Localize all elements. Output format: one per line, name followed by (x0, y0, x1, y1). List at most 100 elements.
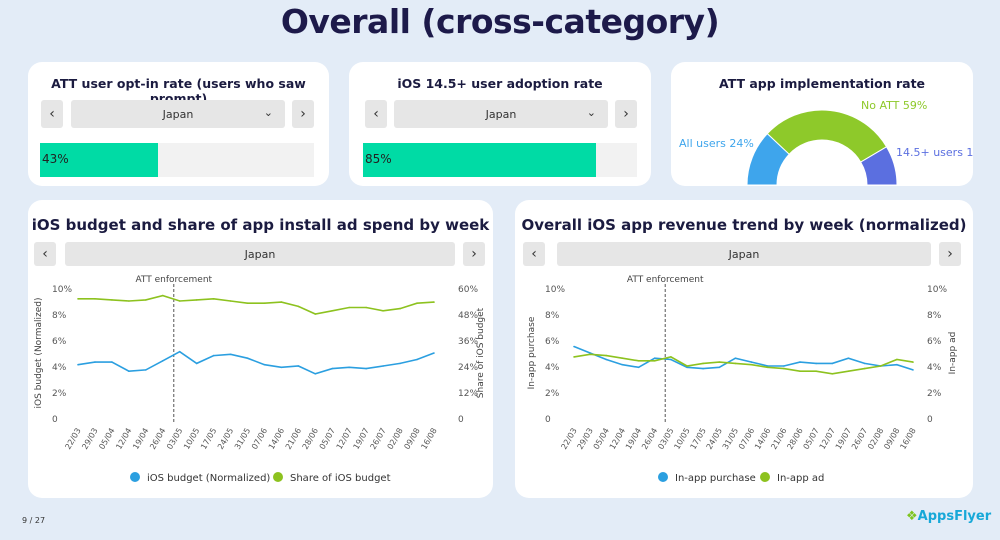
y-tick-right: 60% (458, 285, 478, 295)
series-point (815, 370, 817, 372)
series-point (653, 360, 656, 362)
series-point (750, 363, 753, 366)
series-point (416, 302, 418, 304)
series-point (621, 357, 624, 359)
series-point (178, 350, 181, 353)
legend-marker (130, 472, 140, 482)
chevron-right-icon: › (623, 106, 629, 122)
series-point (246, 357, 249, 359)
series-point (348, 366, 351, 369)
ios-adoption-progress-fill (363, 143, 596, 177)
att-impl-donut-chart: All users 24% No ATT 59% 14.5+ users 17% (679, 99, 973, 186)
revenue-chart-title: Overall iOS app revenue trend by week (n… (521, 216, 967, 234)
chevron-down-icon: ⌄ (586, 106, 596, 119)
series-point (399, 307, 401, 310)
appsflyer-logo: ❖AppsFlyer (906, 509, 991, 524)
att-impl-card: ATT app implementation rate All users 24… (671, 62, 973, 186)
y-tick-left: 8% (545, 311, 560, 321)
y-tick-right: 2% (927, 389, 942, 399)
revenue-country-select[interactable]: Japan (557, 242, 931, 266)
series-point (297, 305, 300, 308)
series-point (348, 306, 351, 309)
revenue-chart-card: Overall iOS app revenue trend by week (n… (515, 200, 973, 498)
budget-chart-title: iOS budget and share of app install ad s… (31, 216, 490, 234)
legend-label: In-app ad (777, 473, 824, 484)
series-point (416, 358, 418, 361)
series-point (734, 357, 737, 359)
donut-slice-no-att (766, 109, 888, 163)
legend-marker (658, 472, 668, 482)
series-point (702, 362, 704, 365)
att-optin-card: ATT user opt-in rate (users who saw prom… (28, 62, 329, 186)
page-title: Overall (cross-category) (280, 2, 720, 41)
series-point (896, 358, 898, 361)
ios-adoption-next-button[interactable]: › (615, 100, 637, 128)
series-point (766, 366, 769, 369)
series-point (331, 367, 334, 370)
revenue-next-button[interactable]: › (939, 242, 961, 266)
series-point (718, 361, 721, 363)
series-point (589, 353, 591, 356)
y-tick-right: 10% (927, 285, 947, 295)
series-point (314, 373, 317, 375)
y-tick-right: 48% (458, 311, 478, 321)
series-point (145, 369, 147, 371)
ios-adoption-card: iOS 14.5+ user adoption rate ‹ Japan ⌄ ›… (349, 62, 651, 186)
series-point (734, 362, 737, 365)
budget-next-button[interactable]: › (463, 242, 485, 266)
y-axis-label-right: In-app ad (948, 332, 958, 375)
series-point (863, 362, 866, 365)
series-point (799, 370, 801, 372)
y-tick-right: 24% (458, 363, 478, 373)
y-tick-left: 0 (545, 415, 551, 425)
budget-country-select[interactable]: Japan (65, 242, 455, 266)
series-point (229, 353, 232, 356)
att-enforcement-annotation: ATT enforcement (627, 275, 704, 285)
appsflyer-logo-icon: ❖ (906, 509, 918, 524)
ios-adoption-country-select[interactable]: Japan ⌄ (394, 100, 608, 128)
x-tick-label: 16/08 (419, 427, 438, 451)
series-point (670, 356, 672, 358)
series-point (831, 373, 834, 375)
budget-selected-label: Japan (244, 247, 276, 261)
revenue-selected-label: Japan (728, 247, 760, 261)
att-optin-value: 43% (42, 152, 69, 166)
att-optin-prev-button[interactable]: ‹ (41, 100, 63, 128)
series-point (111, 361, 113, 363)
series-point (637, 366, 640, 369)
revenue-prev-button[interactable]: ‹ (523, 242, 545, 266)
y-axis-label-left: In-app purchase (527, 316, 537, 389)
series-point (912, 369, 914, 371)
series-point (178, 300, 181, 302)
ios-adoption-title: iOS 14.5+ user adoption rate (397, 76, 603, 91)
chevron-left-icon: ‹ (373, 106, 379, 122)
donut-slice-14-5-users (860, 146, 898, 186)
att-optin-selected-label: Japan (162, 107, 194, 121)
ios-adoption-prev-button[interactable]: ‹ (365, 100, 387, 128)
chevron-right-icon: › (300, 106, 306, 122)
att-optin-next-button[interactable]: › (292, 100, 314, 128)
series-point (280, 301, 283, 303)
series-line-ios-budget-normalized- (77, 350, 435, 375)
series-point (382, 309, 384, 312)
series-point (212, 354, 215, 357)
att-optin-country-select[interactable]: Japan ⌄ (71, 100, 285, 128)
series-point (263, 302, 266, 304)
series-point (94, 298, 96, 300)
series-point (847, 357, 850, 359)
budget-line-chart: 10% 8% 6% 4% 2% 0 60% 48% 36% 24% 12% 0 iOS budget (… (34, 275, 486, 484)
y-tick-left: 6% (52, 337, 67, 347)
x-tick-label: 16/08 (898, 427, 917, 451)
y-tick-right: 0 (927, 415, 933, 425)
series-point (280, 366, 283, 369)
series-point (77, 363, 79, 366)
y-tick-right: 8% (927, 311, 942, 321)
donut-label-ios-users: 14.5+ users 17% (896, 146, 973, 159)
series-point (195, 299, 198, 301)
chevron-left-icon: ‹ (42, 246, 48, 262)
series-point (879, 365, 882, 367)
legend-label: In-app purchase (675, 473, 756, 484)
chevron-down-icon: ⌄ (263, 106, 273, 119)
budget-prev-button[interactable]: ‹ (34, 242, 56, 266)
y-axis-label-left: iOS budget (Normalized) (34, 298, 44, 409)
